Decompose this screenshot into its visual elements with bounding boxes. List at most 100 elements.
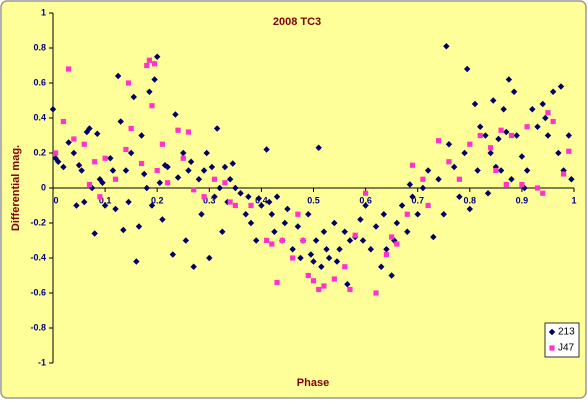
point bbox=[273, 193, 281, 200]
x-tick-label: 0.5 bbox=[307, 195, 320, 205]
x-tick-label: 1 bbox=[571, 195, 576, 205]
point bbox=[466, 205, 473, 213]
y-tick-label: -1 bbox=[38, 357, 46, 367]
point bbox=[393, 219, 401, 227]
point bbox=[70, 149, 78, 157]
point bbox=[81, 198, 88, 206]
point bbox=[524, 124, 530, 130]
point bbox=[290, 255, 296, 261]
point bbox=[404, 211, 410, 217]
x-tick-label: 0.9 bbox=[516, 195, 529, 205]
point bbox=[534, 123, 541, 130]
point bbox=[367, 246, 375, 253]
y-tick-label: 0 bbox=[41, 182, 46, 192]
point bbox=[467, 141, 473, 147]
point bbox=[539, 100, 546, 108]
point bbox=[471, 100, 479, 108]
point bbox=[487, 149, 494, 157]
point bbox=[143, 184, 150, 192]
point bbox=[109, 167, 117, 174]
point bbox=[229, 160, 236, 167]
point bbox=[310, 258, 317, 265]
point bbox=[182, 237, 190, 244]
point bbox=[503, 128, 510, 136]
point bbox=[493, 167, 499, 174]
point bbox=[180, 149, 187, 157]
point bbox=[125, 198, 132, 206]
point bbox=[420, 176, 426, 182]
point bbox=[123, 146, 129, 153]
point bbox=[440, 211, 447, 218]
point bbox=[258, 202, 265, 209]
point bbox=[450, 163, 458, 171]
point bbox=[55, 158, 62, 165]
point bbox=[336, 246, 343, 253]
point bbox=[268, 211, 276, 218]
point bbox=[279, 237, 285, 244]
point bbox=[156, 179, 164, 186]
y-tick-label: 1 bbox=[41, 7, 46, 17]
point bbox=[237, 190, 244, 197]
point bbox=[510, 88, 518, 95]
point bbox=[463, 65, 471, 73]
point bbox=[419, 184, 427, 192]
point bbox=[146, 57, 152, 63]
point bbox=[242, 211, 249, 218]
point bbox=[154, 167, 160, 174]
point bbox=[372, 223, 380, 230]
point bbox=[342, 264, 348, 270]
point bbox=[540, 190, 546, 196]
point bbox=[347, 286, 353, 293]
point bbox=[331, 276, 337, 282]
point bbox=[232, 184, 239, 192]
x-tick-label: 0.6 bbox=[359, 195, 372, 205]
x-tick-label: 0.4 bbox=[255, 195, 268, 205]
point bbox=[498, 127, 504, 133]
point bbox=[294, 223, 302, 230]
point bbox=[274, 279, 280, 286]
point bbox=[461, 149, 468, 157]
point bbox=[409, 193, 416, 200]
point bbox=[159, 216, 166, 223]
point bbox=[221, 163, 229, 171]
point bbox=[49, 106, 57, 113]
point bbox=[503, 181, 509, 188]
point bbox=[389, 234, 395, 240]
point bbox=[53, 150, 59, 156]
point bbox=[144, 62, 150, 69]
point bbox=[112, 205, 119, 213]
point bbox=[505, 76, 513, 83]
point bbox=[307, 251, 315, 258]
point bbox=[128, 125, 134, 132]
point bbox=[96, 176, 104, 183]
point bbox=[284, 205, 291, 213]
point bbox=[60, 163, 67, 171]
point bbox=[305, 272, 311, 279]
point bbox=[185, 129, 192, 135]
point bbox=[203, 149, 210, 157]
point bbox=[316, 286, 322, 293]
point bbox=[75, 162, 83, 169]
point bbox=[264, 237, 270, 244]
point bbox=[187, 158, 195, 165]
point bbox=[185, 167, 192, 174]
point bbox=[271, 228, 278, 235]
point bbox=[373, 290, 379, 296]
x-tick-label: 0.7 bbox=[411, 195, 424, 205]
point bbox=[269, 241, 275, 247]
point bbox=[560, 171, 567, 177]
point bbox=[232, 202, 238, 209]
point bbox=[446, 159, 452, 165]
point bbox=[99, 179, 106, 186]
x-axis-label: Phase bbox=[297, 377, 329, 389]
point bbox=[66, 66, 72, 72]
point bbox=[122, 167, 130, 174]
point bbox=[352, 232, 358, 238]
point bbox=[102, 155, 108, 161]
point bbox=[86, 125, 93, 132]
point bbox=[101, 202, 109, 209]
point bbox=[216, 184, 223, 192]
point bbox=[208, 163, 216, 171]
point bbox=[508, 176, 515, 183]
chart-title: 2008 TC3 bbox=[273, 16, 321, 28]
